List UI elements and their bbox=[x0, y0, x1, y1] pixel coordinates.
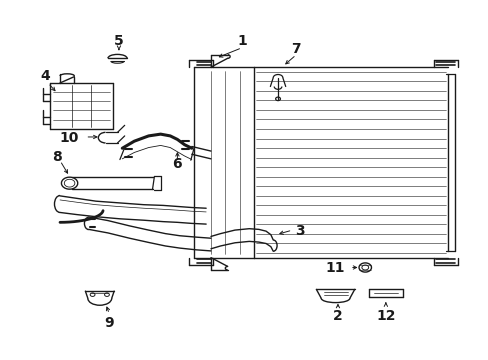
Text: 8: 8 bbox=[52, 150, 61, 164]
Text: 1: 1 bbox=[237, 33, 246, 48]
Text: 12: 12 bbox=[375, 309, 395, 323]
Text: 3: 3 bbox=[294, 224, 304, 238]
Text: 7: 7 bbox=[291, 42, 301, 57]
Text: 11: 11 bbox=[325, 261, 345, 275]
Text: 9: 9 bbox=[104, 316, 114, 330]
Text: 4: 4 bbox=[41, 69, 50, 83]
Text: 10: 10 bbox=[60, 131, 79, 145]
Text: 6: 6 bbox=[171, 157, 181, 171]
Text: 5: 5 bbox=[114, 33, 123, 48]
Text: 2: 2 bbox=[332, 309, 342, 323]
